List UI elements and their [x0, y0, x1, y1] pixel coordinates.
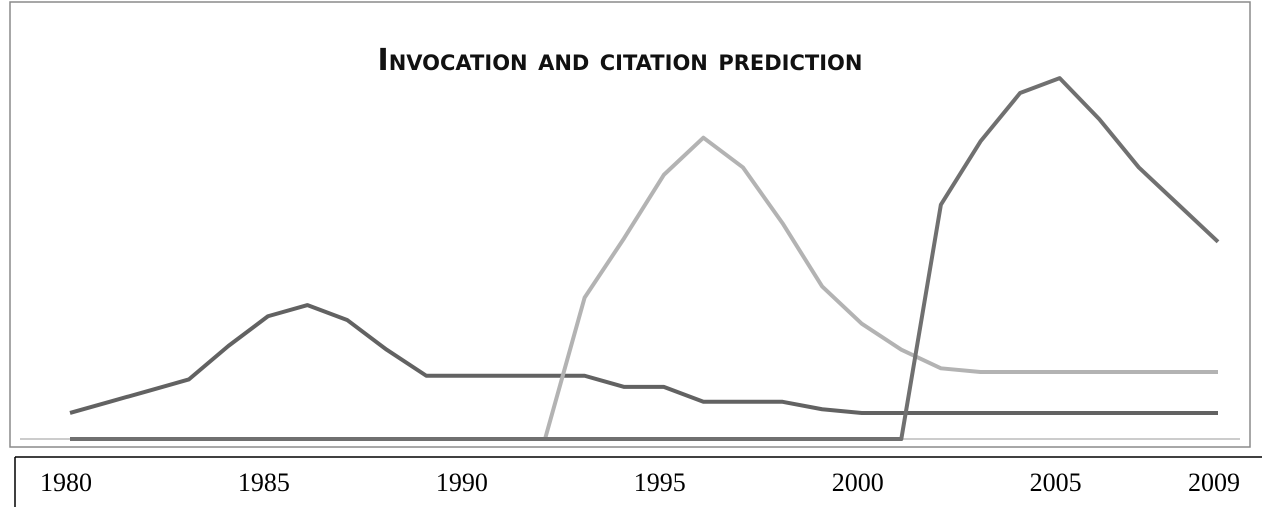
chart-frame: [9, 1, 1251, 448]
chart-title: Invocation and citation prediction: [378, 43, 863, 78]
x-tick-label: 1995: [634, 468, 686, 497]
x-tick-label: 1980: [40, 468, 92, 497]
x-tick-label: 2005: [1030, 468, 1082, 497]
series-line: [69, 303, 1218, 415]
series-line: [70, 76, 1220, 441]
series-line: [70, 135, 1218, 441]
x-tick-label: 2000: [832, 468, 884, 497]
x-tick-label: 1990: [436, 468, 488, 497]
x-tick-label: 2009: [1188, 468, 1240, 497]
x-tick-label: 1985: [238, 468, 290, 497]
